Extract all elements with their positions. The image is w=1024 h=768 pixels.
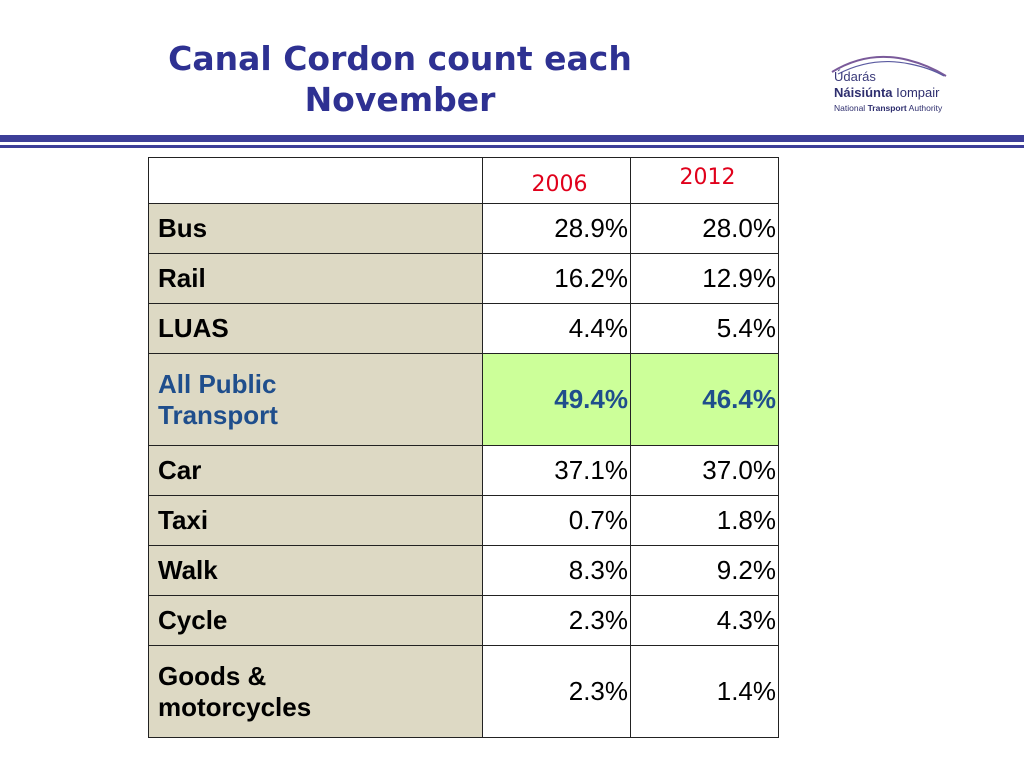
logo-line-1: Údarás	[834, 69, 876, 84]
row-label: Cycle	[148, 595, 483, 646]
row-label: Walk	[148, 545, 483, 596]
value-2012: 9.2%	[630, 545, 779, 596]
logo-arc-icon	[831, 55, 947, 77]
value-2006: 4.4%	[482, 303, 631, 354]
row-label: Car	[148, 445, 483, 496]
logo-line-3-bold: Transport	[867, 103, 907, 113]
value-2012: 1.8%	[630, 495, 779, 546]
title-line-2: November	[304, 80, 496, 119]
logo-line-3: National Transport Authority	[834, 103, 942, 113]
row-label: Taxi	[148, 495, 483, 546]
year-header-2006: 2006	[482, 157, 631, 204]
row-label-line-1: Goods &	[158, 660, 267, 691]
value-2012: 28.0%	[630, 203, 779, 254]
logo-line-3-pre: National	[834, 103, 866, 113]
table-row-goods-motorcycles: Goods & motorcycles 2.3% 1.4%	[148, 645, 779, 738]
value-2006: 16.2%	[482, 253, 631, 304]
row-label: Bus	[148, 203, 483, 254]
value-2006: 2.3%	[482, 595, 631, 646]
table-row-rail: Rail 16.2% 12.9%	[148, 253, 779, 304]
corner-cell	[148, 157, 483, 204]
logo-line-2-rest: Iompair	[896, 85, 940, 100]
title-line-1: Canal Cordon count each	[168, 39, 632, 78]
value-2012: 12.9%	[630, 253, 779, 304]
value-2012: 5.4%	[630, 303, 779, 354]
value-2006: 0.7%	[482, 495, 631, 546]
value-2006: 37.1%	[482, 445, 631, 496]
row-label-line-2: Transport	[158, 399, 278, 430]
value-2006: 49.4%	[482, 353, 631, 446]
value-2006: 8.3%	[482, 545, 631, 596]
table-row-bus: Bus 28.9% 28.0%	[148, 203, 779, 254]
logo-line-2: Náisiúnta Iompair	[834, 85, 940, 100]
value-2012: 4.3%	[630, 595, 779, 646]
row-label-line-1: All Public	[158, 368, 277, 399]
table-row-luas: LUAS 4.4% 5.4%	[148, 303, 779, 354]
year-header-2012: 2012	[630, 157, 779, 204]
page-title: Canal Cordon count each November	[120, 38, 680, 120]
value-2012: 1.4%	[630, 645, 779, 738]
value-2006: 2.3%	[482, 645, 631, 738]
table-row-walk: Walk 8.3% 9.2%	[148, 545, 779, 596]
row-label-line-2: motorcycles	[158, 691, 312, 722]
nta-logo: Údarás Náisiúnta Iompair National Transp…	[828, 48, 958, 118]
table-header-row: 2006 2012	[148, 157, 779, 204]
row-label: LUAS	[148, 303, 483, 354]
table-row-cycle: Cycle 2.3% 4.3%	[148, 595, 779, 646]
row-label: Goods & motorcycles	[148, 645, 483, 738]
logo-line-2-bold: Náisiúnta	[834, 85, 893, 100]
logo-line-3-post: Authority	[908, 103, 943, 113]
value-2006: 28.9%	[482, 203, 631, 254]
table-row-car: Car 37.1% 37.0%	[148, 445, 779, 496]
header-rule-thin	[0, 145, 1024, 148]
value-2012: 37.0%	[630, 445, 779, 496]
row-label: All Public Transport	[148, 353, 483, 446]
row-label: Rail	[148, 253, 483, 304]
value-2012: 46.4%	[630, 353, 779, 446]
table-row-taxi: Taxi 0.7% 1.8%	[148, 495, 779, 546]
modal-share-table: 2006 2012 Bus 28.9% 28.0% Rail 16.2% 12.…	[148, 157, 779, 738]
table-row-all-public-transport: All Public Transport 49.4% 46.4%	[148, 353, 779, 446]
header-rule-thick	[0, 135, 1024, 142]
